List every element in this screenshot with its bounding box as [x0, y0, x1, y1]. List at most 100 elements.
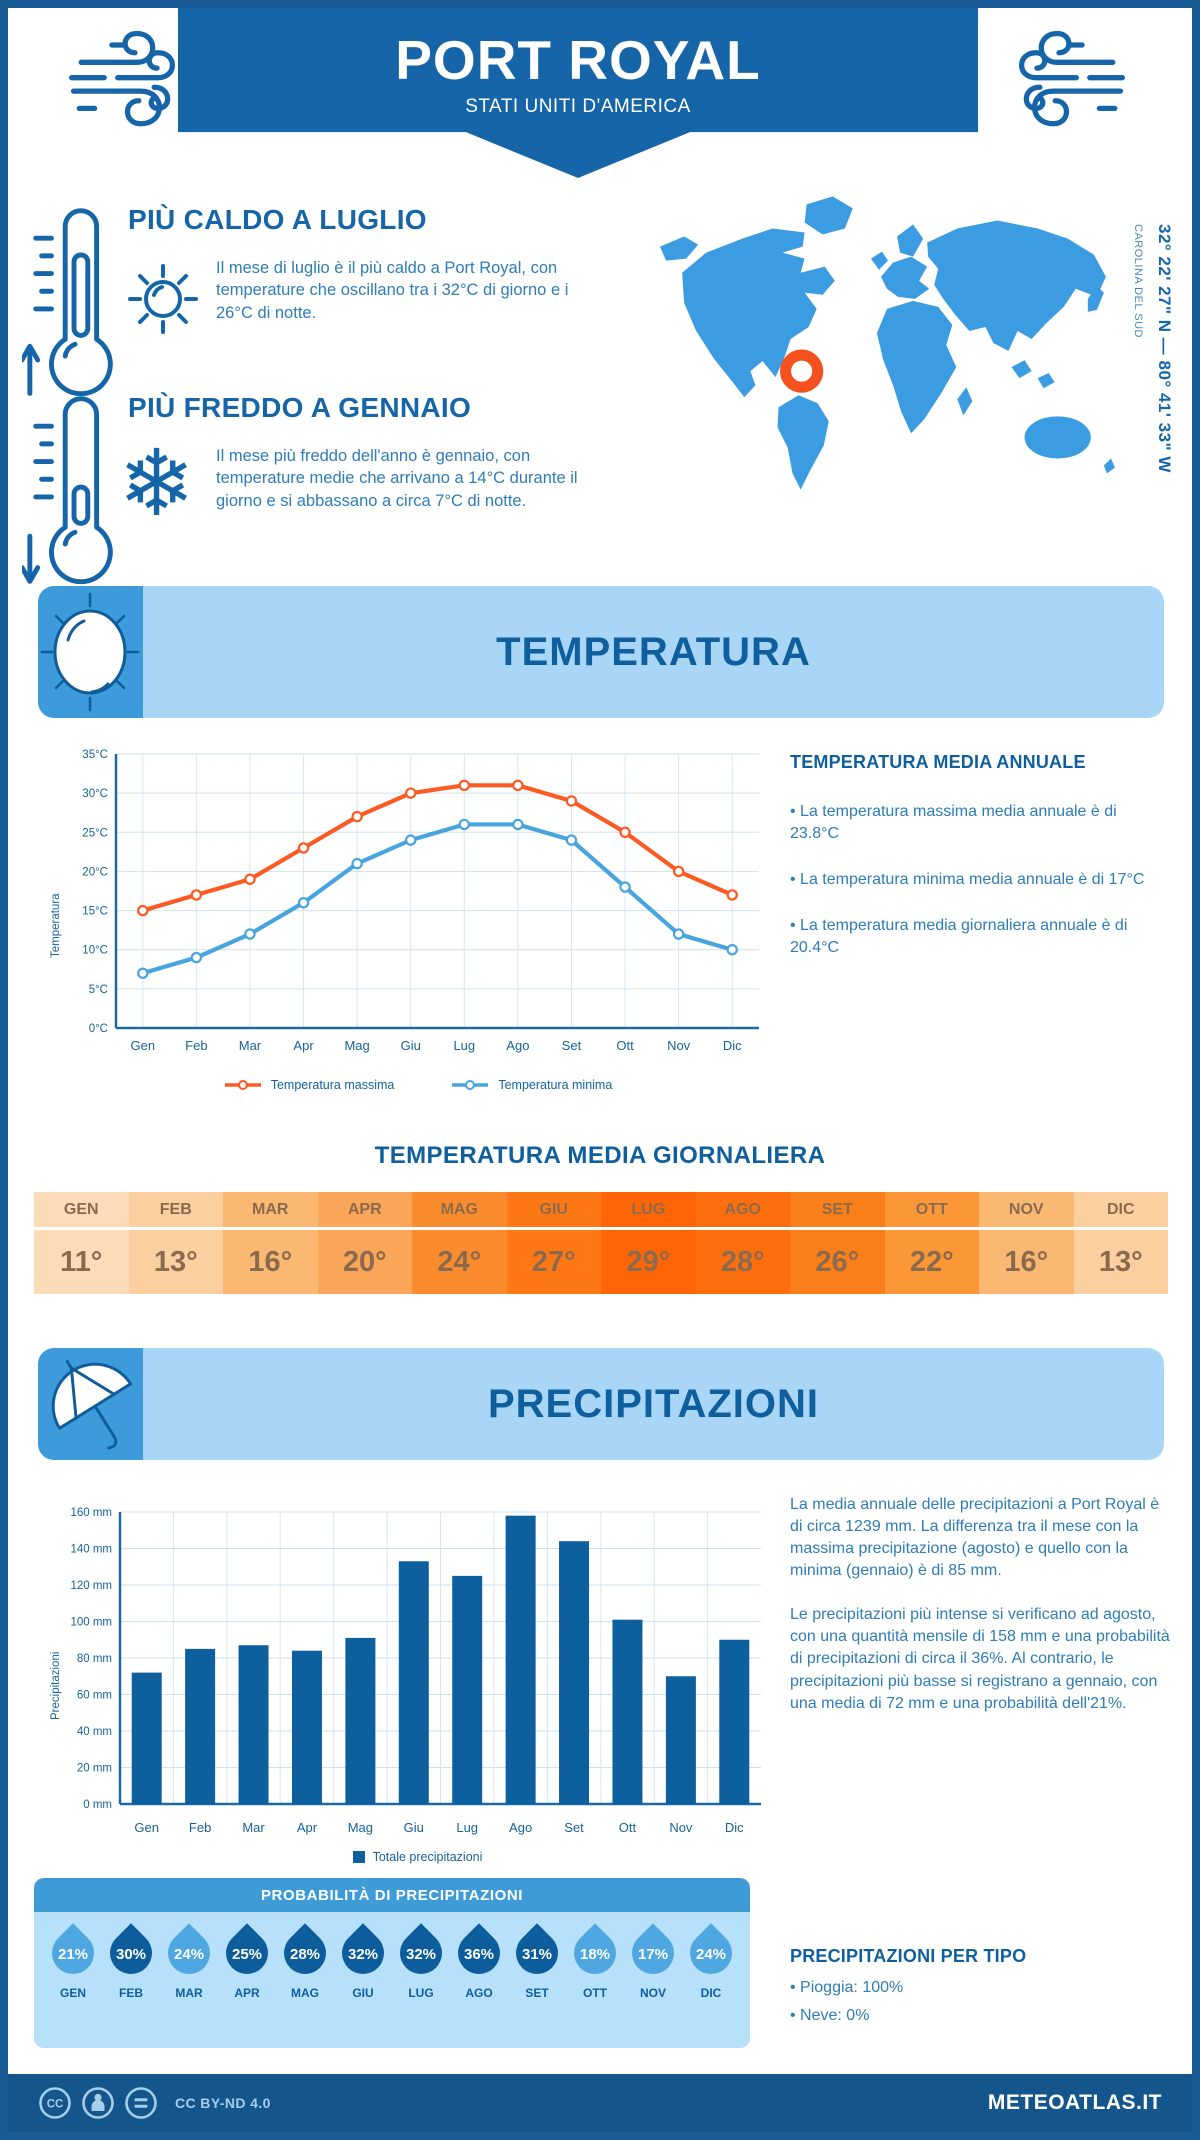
svg-text:Feb: Feb [185, 1038, 207, 1053]
svg-text:Ago: Ago [506, 1038, 529, 1053]
temperature-section-header: TEMPERATURA [143, 586, 1164, 718]
svg-text:20 mm: 20 mm [77, 1763, 112, 1775]
month-value-cell: 13° [1073, 1230, 1168, 1294]
bar-Mag [345, 1637, 376, 1804]
bar-Apr [291, 1650, 322, 1804]
probability-month: MAR [175, 1986, 203, 2000]
probability-value: 24% [695, 1946, 727, 1963]
precip-probability-panel: PROBABILITÀ DI PRECIPITAZIONI 21% GEN 30% F… [34, 1878, 750, 2048]
probability-value: 32% [347, 1946, 379, 1963]
probability-slot: 32% LUG [391, 1923, 451, 2036]
probability-month: LUG [408, 1986, 434, 2000]
hot-section-title: PIÙ CALDO A LUGLIO [128, 204, 427, 235]
svg-text:Gen: Gen [134, 1820, 159, 1835]
legend-line-glyph [224, 1080, 261, 1090]
month-value-cell: 22° [884, 1230, 979, 1294]
bar-Ott [612, 1619, 643, 1804]
footer: CC CC BY-ND 4.0 METEOATLAS.IT [8, 2074, 1192, 2132]
bar-Ago [505, 1515, 536, 1804]
probability-month: APR [234, 1986, 260, 2000]
svg-text:30°C: 30°C [82, 788, 108, 800]
probability-slot: 28% MAG [275, 1923, 335, 2036]
month-header-cell: NOV [979, 1192, 1074, 1230]
probability-slot: 24% DIC [681, 1923, 741, 2036]
month-header-cell: APR [317, 1192, 412, 1230]
precip-probability-title: PROBABILITÀ DI PRECIPITAZIONI [34, 1878, 750, 1912]
legend-item: Temperatura massima [223, 1078, 395, 1092]
temp-annual-panel: TEMPERATURA MEDIA ANNUALE La temperatura… [790, 752, 1162, 983]
legend-swatch [352, 1851, 365, 1863]
svg-text:Nov: Nov [667, 1038, 691, 1053]
precip-probability-drops: 21% GEN 30% FEB 24% MAR 25% APR 28% MAG 32% GIU 32% L… [34, 1912, 750, 2048]
probability-month: OTT [583, 1986, 607, 2000]
temp-annual-bullet: La temperatura minima media annuale è di… [790, 869, 1162, 891]
month-value-cell: 28° [695, 1230, 790, 1294]
bar-Nov [665, 1676, 696, 1804]
cc-by-icon [82, 2087, 114, 2119]
svg-text:Giu: Giu [404, 1820, 424, 1835]
header-banner: PORT ROYAL STATI UNITI D'AMERICA [178, 8, 978, 178]
precip-type-bullet: Pioggia: 100% [790, 1977, 1170, 1999]
sun-banner-icon [38, 586, 143, 718]
svg-text:Nov: Nov [669, 1820, 693, 1835]
site-label: METEOATLAS.IT [987, 2091, 1162, 2114]
svg-text:35°C: 35°C [82, 749, 108, 761]
month-header-cell: DIC [1073, 1192, 1168, 1230]
svg-text:Giu: Giu [401, 1038, 421, 1053]
month-value-cell: 27° [506, 1230, 601, 1294]
svg-text:Mar: Mar [242, 1820, 265, 1835]
svg-text:CC: CC [47, 2099, 64, 2111]
svg-text:Ott: Ott [619, 1820, 637, 1835]
thermometer-hot-icon [22, 208, 113, 397]
world-map [660, 196, 1115, 490]
probability-month: DIC [700, 1986, 722, 2000]
precip-paragraph-1: La media annuale delle precipitazioni a … [790, 1496, 1160, 1580]
legend-label: Temperatura minima [498, 1078, 613, 1092]
svg-text:Mag: Mag [344, 1038, 369, 1053]
coordinates-label: 32° 22' 27" N — 80° 41' 33" W [1155, 224, 1174, 473]
page-title: PORT ROYAL [395, 29, 761, 91]
svg-text:0 mm: 0 mm [83, 1799, 112, 1811]
legend-line-glyph [452, 1080, 489, 1090]
svg-text:Set: Set [562, 1038, 582, 1053]
probability-slot: 36% AGO [449, 1923, 509, 2036]
probability-month: NOV [639, 1986, 666, 2000]
svg-text:15°C: 15°C [82, 906, 108, 918]
month-header-cell: LUG [601, 1192, 696, 1230]
svg-text:Lug: Lug [453, 1038, 475, 1053]
probability-value: 17% [637, 1946, 669, 1963]
month-value-cell: 16° [223, 1230, 318, 1294]
precipitation-section-banner: PRECIPITAZIONI [38, 1348, 1164, 1460]
legend-item: Totale precipitazioni [352, 1850, 482, 1864]
bar-Lug [452, 1575, 483, 1804]
legend-label: Temperatura massima [270, 1078, 395, 1092]
probability-slot: 25% APR [217, 1923, 277, 2036]
temperature-chart-legend: Temperatura massima Temperatura minima [60, 1078, 775, 1092]
svg-text:Mag: Mag [348, 1820, 373, 1835]
month-header-cell: GEN [34, 1192, 129, 1230]
precipitation-section-title: PRECIPITAZIONI [487, 1381, 820, 1426]
probability-slot: 24% MAR [159, 1923, 219, 2036]
cc-icon: CC [39, 2087, 71, 2119]
temp-annual-bullet: La temperatura media giornaliera annuale… [790, 915, 1162, 959]
precip-paragraph-2: Le precipitazioni più intense si verific… [790, 1606, 1170, 1712]
wind-icon [1019, 30, 1126, 127]
temperature-section-banner: TEMPERATURA [38, 586, 1164, 718]
daily-table-title: TEMPERATURA MEDIA GIORNALIERA [374, 1142, 826, 1169]
svg-text:Mar: Mar [239, 1038, 262, 1053]
bar-Mar [238, 1645, 269, 1804]
svg-text:Ago: Ago [509, 1820, 532, 1835]
bar-Giu [398, 1561, 429, 1804]
svg-text:60 mm: 60 mm [77, 1690, 112, 1702]
month-header-cell: OTT [884, 1192, 979, 1230]
month-value-cell: 26° [790, 1230, 885, 1294]
legend-item: Temperatura minima [450, 1078, 612, 1092]
svg-text:5°C: 5°C [89, 984, 108, 996]
snowflake-icon: ❄ [118, 433, 196, 535]
month-header-cell: MAR [223, 1192, 318, 1230]
precip-type-title: PRECIPITAZIONI PER TIPO [790, 1946, 1027, 1966]
probability-value: 25% [231, 1946, 263, 1963]
temperature-section-title: TEMPERATURA [496, 629, 811, 674]
probability-value: 36% [463, 1946, 495, 1963]
